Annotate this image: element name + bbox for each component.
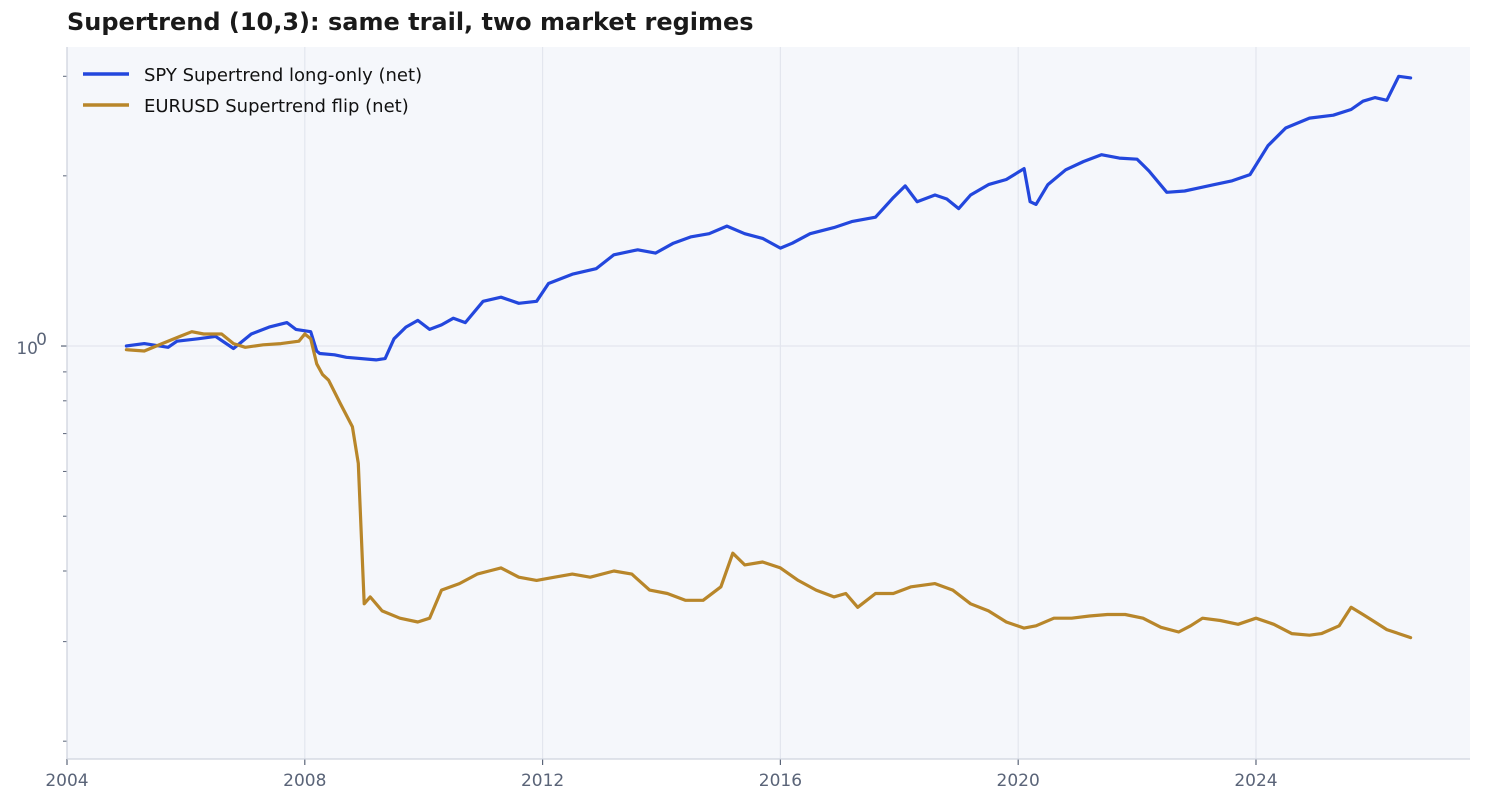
x-tick-label: 2024 — [1234, 771, 1277, 791]
chart-title: Supertrend (10,3): same trail, two marke… — [67, 8, 754, 36]
axes: 2004 2008 2012 2016 2020 2024 100 — [16, 47, 1470, 791]
series-lines — [124, 74, 1413, 640]
x-tick-label: 2016 — [759, 771, 802, 791]
series-line-2 — [124, 330, 1413, 640]
x-tick-label: 2004 — [45, 771, 88, 791]
x-tick-label: 2008 — [283, 771, 326, 791]
y-tick-label-exponent: 0 — [36, 330, 47, 350]
series-line-1 — [124, 74, 1413, 362]
legend: SPY Supertrend long-only (net) EURUSD Sup… — [83, 65, 422, 117]
legend-label-2: EURUSD Supertrend flip (net) — [144, 96, 409, 117]
x-tick-label: 2020 — [997, 771, 1040, 791]
y-tick-label: 10 — [16, 339, 38, 359]
x-tick-label: 2012 — [521, 771, 564, 791]
legend-label-1: SPY Supertrend long-only (net) — [144, 65, 422, 86]
plot-area-background — [67, 47, 1470, 759]
